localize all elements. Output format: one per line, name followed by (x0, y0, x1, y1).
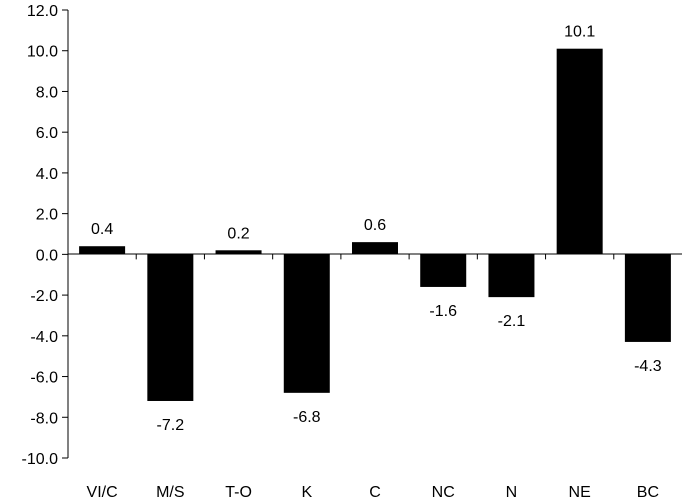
x-tick-label: K (301, 484, 312, 501)
y-tick-label: -10.0 (22, 451, 59, 468)
bar (624, 254, 671, 342)
bar (147, 254, 194, 401)
data-label: 0.2 (227, 225, 249, 242)
data-label: 0.6 (364, 217, 386, 234)
y-tick-label: 8.0 (36, 84, 58, 101)
bar (352, 242, 398, 255)
data-label: -6.8 (293, 409, 321, 426)
y-tick-label: 0.0 (36, 247, 58, 264)
x-tick-label: NE (569, 484, 591, 501)
x-tick-label: VI/C (87, 484, 118, 501)
y-tick-label: -4.0 (30, 329, 58, 346)
y-tick-label: -6.0 (30, 370, 58, 387)
y-tick-label: 12.0 (27, 3, 58, 20)
bar (283, 254, 330, 393)
y-tick-label: 10.0 (27, 44, 58, 61)
data-label: -4.3 (634, 358, 662, 375)
y-tick-label: 2.0 (36, 207, 58, 224)
bar (488, 254, 535, 298)
bar (556, 48, 603, 255)
data-label: -7.2 (157, 417, 185, 434)
x-tick-label: C (369, 484, 381, 501)
y-tick-label: -8.0 (30, 410, 58, 427)
data-label: -2.1 (498, 313, 526, 330)
y-tick-label: 6.0 (36, 125, 58, 142)
bar (215, 250, 262, 255)
x-tick-label: BC (637, 484, 659, 501)
y-tick-label: -2.0 (30, 288, 58, 305)
data-label: 10.1 (564, 24, 595, 41)
data-label: -1.6 (429, 303, 457, 320)
x-tick-label: NC (432, 484, 455, 501)
x-tick-label: N (506, 484, 518, 501)
bar (420, 254, 467, 287)
x-tick-label: T-O (225, 484, 252, 501)
data-label: 0.4 (91, 221, 113, 238)
bar (79, 246, 126, 255)
y-tick-label: 4.0 (36, 166, 58, 183)
x-tick-label: M/S (156, 484, 184, 501)
